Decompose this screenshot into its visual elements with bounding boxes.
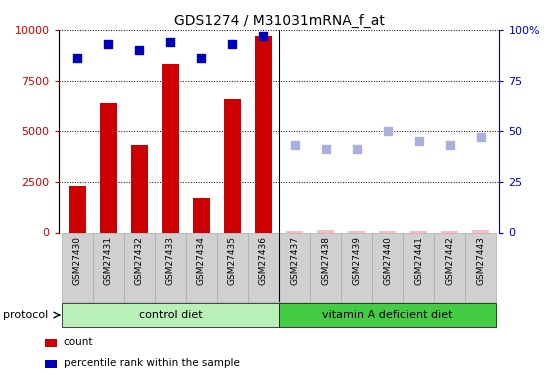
Text: GSM27438: GSM27438: [321, 236, 330, 285]
Text: count: count: [64, 337, 93, 347]
FancyBboxPatch shape: [124, 232, 155, 302]
Point: [73, 56, 81, 62]
Point: [290, 142, 299, 148]
FancyBboxPatch shape: [403, 232, 434, 302]
FancyBboxPatch shape: [93, 232, 124, 302]
Bar: [69, 186, 86, 232]
Point: [352, 147, 361, 153]
Point: [321, 147, 330, 153]
FancyBboxPatch shape: [186, 232, 217, 302]
Text: GSM27442: GSM27442: [445, 236, 454, 285]
Bar: [193, 198, 210, 232]
FancyBboxPatch shape: [310, 232, 341, 302]
FancyBboxPatch shape: [279, 303, 496, 327]
Text: GSM27433: GSM27433: [166, 236, 175, 285]
Bar: [379, 231, 396, 232]
Text: GSM27437: GSM27437: [290, 236, 299, 285]
FancyBboxPatch shape: [248, 232, 279, 302]
Text: GSM27435: GSM27435: [228, 236, 237, 285]
FancyBboxPatch shape: [465, 232, 496, 302]
Point: [477, 134, 485, 140]
Point: [445, 142, 454, 148]
Bar: [131, 146, 148, 232]
Point: [414, 138, 423, 144]
Bar: [162, 64, 179, 232]
Text: GSM27431: GSM27431: [104, 236, 113, 285]
Text: GSM27443: GSM27443: [477, 236, 485, 285]
Text: GSM27439: GSM27439: [352, 236, 361, 285]
FancyBboxPatch shape: [155, 232, 186, 302]
Text: vitamin A deficient diet: vitamin A deficient diet: [323, 310, 453, 320]
Text: GSM27434: GSM27434: [197, 236, 206, 285]
FancyBboxPatch shape: [372, 232, 403, 302]
FancyBboxPatch shape: [62, 232, 93, 302]
Text: percentile rank within the sample: percentile rank within the sample: [64, 358, 239, 368]
Bar: [472, 230, 489, 232]
Point: [383, 128, 392, 134]
FancyBboxPatch shape: [434, 232, 465, 302]
Bar: [224, 99, 241, 232]
Text: GSM27441: GSM27441: [414, 236, 423, 285]
FancyBboxPatch shape: [341, 232, 372, 302]
Point: [259, 33, 268, 39]
Text: GSM27432: GSM27432: [135, 236, 144, 285]
Bar: [410, 231, 427, 232]
Bar: [100, 103, 117, 232]
Bar: [286, 231, 303, 232]
Text: protocol: protocol: [3, 310, 48, 320]
Text: GSM27440: GSM27440: [383, 236, 392, 285]
Point: [228, 41, 237, 47]
FancyBboxPatch shape: [217, 232, 248, 302]
Bar: [255, 36, 272, 232]
Text: GSM27436: GSM27436: [259, 236, 268, 285]
Point: [166, 39, 175, 45]
FancyBboxPatch shape: [279, 232, 310, 302]
Bar: [441, 231, 458, 232]
Point: [104, 41, 113, 47]
FancyBboxPatch shape: [62, 303, 279, 327]
Text: control diet: control diet: [138, 310, 202, 320]
Bar: [348, 231, 365, 232]
Bar: [317, 230, 334, 232]
Text: GSM27430: GSM27430: [73, 236, 81, 285]
Title: GDS1274 / M31031mRNA_f_at: GDS1274 / M31031mRNA_f_at: [174, 13, 384, 28]
Point: [197, 56, 206, 62]
Point: [135, 47, 144, 53]
